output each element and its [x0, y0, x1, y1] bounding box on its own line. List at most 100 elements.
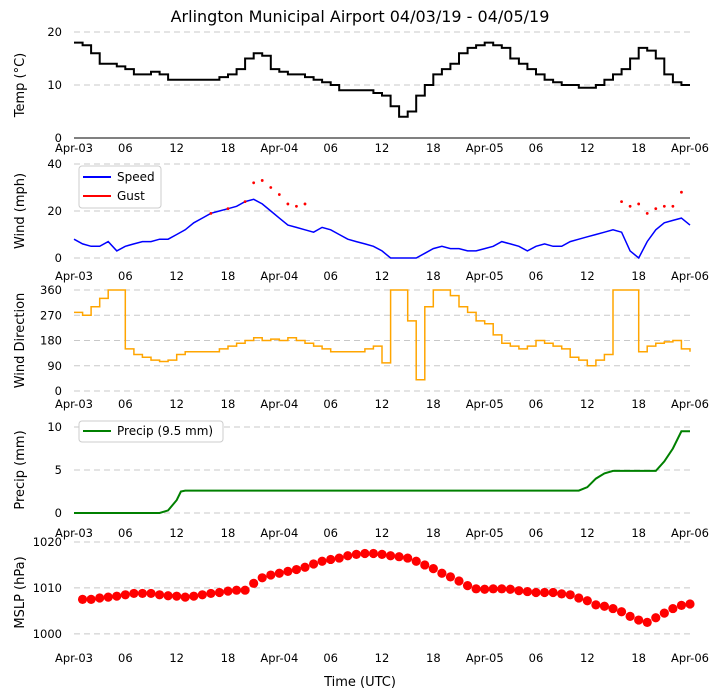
mslp-point — [668, 603, 678, 614]
mslp-point — [403, 553, 413, 563]
mslp-point — [676, 600, 687, 610]
mslp-point — [480, 584, 490, 594]
mslp-point — [231, 585, 242, 595]
temp-xtick-label: 12 — [375, 141, 390, 155]
mslp-xtick-label: 06 — [323, 651, 338, 665]
wind-ylabel: Wind (mph) — [13, 173, 28, 249]
dir-xtick-label: Apr-04 — [260, 397, 298, 411]
gust-point — [286, 202, 290, 206]
mslp-point — [548, 587, 558, 598]
precip-ytick-label: 10 — [47, 420, 62, 434]
dir-xtick-label: 12 — [375, 397, 390, 411]
dir-xtick-label: 18 — [426, 397, 441, 411]
wind-xtick-label: 06 — [529, 269, 544, 283]
temp-ytick-label: 0 — [55, 131, 62, 145]
gust-point — [628, 204, 632, 208]
temp-series-line — [74, 41, 690, 118]
x-axis-title: Time (UTC) — [324, 675, 396, 690]
dir-xtick-label: 06 — [118, 397, 133, 411]
mslp-point — [445, 572, 456, 582]
precip-xtick-label: 12 — [169, 526, 184, 540]
mslp-point — [180, 592, 190, 602]
mslp-xtick-label: 18 — [631, 651, 646, 665]
dir-ytick-label: 0 — [55, 384, 62, 398]
precip-series-line — [74, 430, 690, 514]
mslp-point — [582, 596, 592, 606]
mslp-point — [574, 593, 584, 603]
mslp-point — [274, 568, 284, 578]
mslp-point — [428, 564, 438, 574]
mslp-point — [599, 601, 610, 611]
precip-ytick-label: 5 — [55, 463, 62, 477]
temp-xtick-label: 18 — [426, 141, 441, 155]
dir-ytick-label: 180 — [40, 334, 62, 348]
dir-ytick-label: 360 — [40, 283, 62, 297]
mslp-point — [625, 611, 635, 621]
temp-xtick-label: Apr-06 — [671, 141, 709, 155]
wind-xtick-label: 12 — [375, 269, 390, 283]
mslp-point — [420, 560, 430, 570]
dir-series-line — [74, 289, 691, 381]
wind-xtick-label: Apr-06 — [671, 269, 709, 283]
mslp-ylabel: MSLP (hPa) — [13, 556, 28, 628]
wind-xtick-label: 12 — [580, 269, 595, 283]
mslp-point — [557, 589, 567, 599]
mslp-point — [377, 549, 387, 559]
mslp-point — [462, 581, 473, 591]
precip-ylabel: Precip (mm) — [13, 430, 28, 509]
mslp-ytick-label: 1020 — [33, 535, 62, 549]
mslp-point — [189, 591, 199, 601]
temp-xtick-label: Apr-05 — [466, 141, 504, 155]
mslp-point — [146, 588, 156, 599]
gust-point — [671, 204, 675, 208]
precip-xtick-label: 06 — [323, 526, 338, 540]
gust-point — [645, 211, 649, 215]
mslp-point — [300, 562, 310, 572]
wind-ytick-label: 0 — [55, 251, 62, 265]
mslp-xtick-label: Apr-06 — [671, 651, 709, 665]
temp-ytick-label: 20 — [47, 25, 62, 39]
mslp-point — [103, 592, 113, 602]
temp-xtick-label: 18 — [631, 141, 646, 155]
mslp-point — [368, 548, 379, 559]
mslp-point — [163, 591, 173, 601]
mslp-point — [77, 594, 88, 604]
wind-xtick-label: 06 — [118, 269, 133, 283]
wind-xtick-label: 06 — [323, 269, 338, 283]
mslp-point — [172, 591, 182, 601]
mslp-xtick-label: Apr-04 — [260, 651, 298, 665]
mslp-point — [505, 584, 515, 594]
wind-series-line — [73, 198, 691, 260]
gust-point — [620, 200, 623, 204]
dir-xtick-label: 18 — [221, 397, 236, 411]
mslp-point — [385, 551, 396, 561]
gust-point — [209, 211, 213, 215]
wind-ytick-label: 20 — [47, 204, 62, 218]
mslp-xtick-label: 12 — [169, 651, 184, 665]
temp-xtick-label: 12 — [169, 141, 184, 155]
wind-xtick-label: Apr-03 — [55, 269, 93, 283]
precip-ytick-label: 0 — [55, 506, 62, 520]
wind-xtick-label: Apr-05 — [466, 269, 504, 283]
mslp-point — [642, 617, 652, 627]
mslp-ytick-label: 1000 — [33, 627, 62, 641]
temp-xtick-label: 12 — [580, 141, 595, 155]
dir-xtick-label: Apr-06 — [671, 397, 709, 411]
mslp-point — [394, 552, 404, 562]
dir-xtick-label: 06 — [323, 397, 338, 411]
precip-xtick-label: 06 — [118, 526, 133, 540]
mslp-point — [411, 556, 421, 566]
mslp-point — [634, 615, 644, 625]
mslp-point — [206, 588, 216, 599]
wind-xtick-label: 18 — [221, 269, 236, 283]
precip-xtick-label: Apr-06 — [671, 526, 709, 540]
mslp-point — [454, 576, 464, 586]
gust-point — [654, 207, 658, 211]
temp-xtick-label: 06 — [529, 141, 544, 155]
temp-xtick-label: 06 — [118, 141, 133, 155]
precip-xtick-label: 18 — [631, 526, 646, 540]
mslp-point — [531, 587, 541, 598]
dir-ytick-label: 90 — [47, 359, 62, 373]
wind-xtick-label: 18 — [631, 269, 646, 283]
